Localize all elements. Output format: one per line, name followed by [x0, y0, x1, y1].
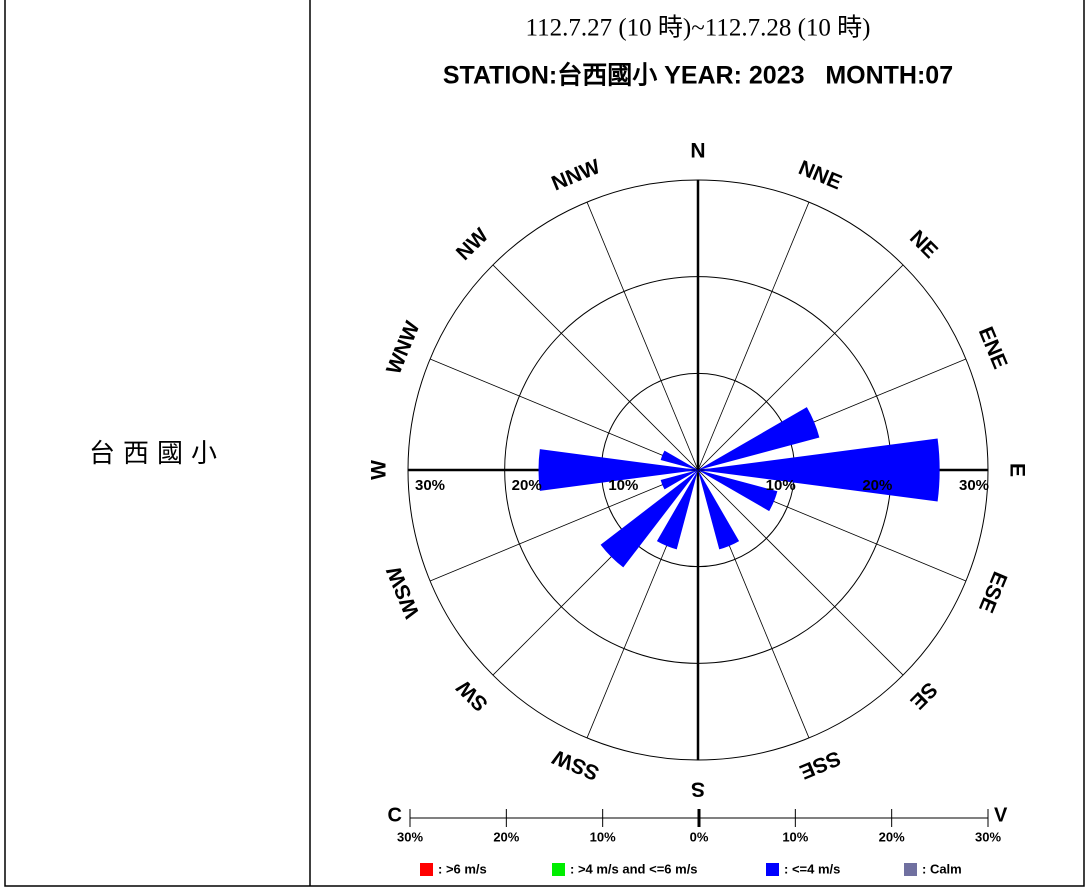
wedge: [698, 438, 940, 502]
legend-swatch: [904, 863, 917, 876]
spoke: [586, 201, 699, 471]
spoke: [697, 264, 904, 471]
station-label: 台西國小: [89, 439, 225, 469]
scale-tick-label: 20%: [493, 829, 519, 844]
scale-tick-label: 30%: [397, 829, 423, 844]
chart-title: 112.7.27 (10 時)~112.7.28 (10 時): [526, 14, 871, 42]
r-tick-label: 10%: [766, 477, 796, 494]
legend-swatch: [420, 863, 433, 876]
table-border: [4, 0, 1085, 887]
wedge: [656, 470, 698, 550]
legend-swatch: [552, 863, 565, 876]
direction-label: WNW: [382, 318, 424, 378]
direction-label: NE: [905, 226, 942, 263]
direction-label: N: [690, 140, 705, 163]
spoke: [429, 358, 699, 471]
direction-label: SW: [452, 675, 492, 715]
scale-tick-label: 10%: [590, 829, 616, 844]
r-tick-label: 30%: [959, 477, 989, 494]
wedge: [600, 470, 698, 568]
spoke: [429, 469, 699, 582]
spoke: [492, 264, 699, 471]
wedge: [538, 449, 698, 491]
direction-label: S: [691, 777, 705, 800]
r-tick-label: 10%: [608, 477, 638, 494]
direction-label: W: [368, 460, 391, 480]
wedge: [698, 470, 740, 550]
legend-label: : Calm: [922, 861, 962, 876]
legend-label: : <=4 m/s: [784, 861, 840, 876]
direction-label: E: [1005, 463, 1028, 477]
r-tick-label: 30%: [415, 477, 445, 494]
direction-label: SE: [905, 677, 941, 713]
r-tick-label: 20%: [512, 477, 542, 494]
scale-tick-label: 0%: [690, 829, 709, 844]
wedge: [660, 450, 698, 470]
direction-label: WSW: [382, 563, 424, 622]
scale-tick-label: 30%: [975, 829, 1001, 844]
chart-subtitle: STATION:台西國小 YEAR: 2023 MONTH:07: [443, 61, 953, 90]
legend-label: : >4 m/s and <=6 m/s: [570, 861, 698, 876]
legend-label: : >6 m/s: [438, 861, 487, 876]
legend-swatch: [766, 863, 779, 876]
direction-label: NW: [452, 224, 493, 265]
wedge: [660, 470, 698, 490]
direction-label: NNE: [795, 156, 845, 194]
scale-tick-label: 20%: [879, 829, 905, 844]
spoke: [697, 469, 904, 676]
direction-label: ENE: [974, 324, 1012, 373]
spoke: [697, 201, 810, 471]
direction-label: NNW: [548, 155, 603, 196]
r-tick-label: 20%: [862, 477, 892, 494]
scale-end-label: V: [994, 804, 1008, 826]
scale-tick-label: 10%: [782, 829, 808, 844]
wedge: [698, 470, 778, 512]
direction-label: ESE: [974, 568, 1011, 616]
direction-label: SSE: [796, 746, 844, 783]
wedge: [698, 407, 820, 470]
scale-end-label: C: [388, 804, 402, 826]
direction-label: SSW: [549, 745, 602, 785]
